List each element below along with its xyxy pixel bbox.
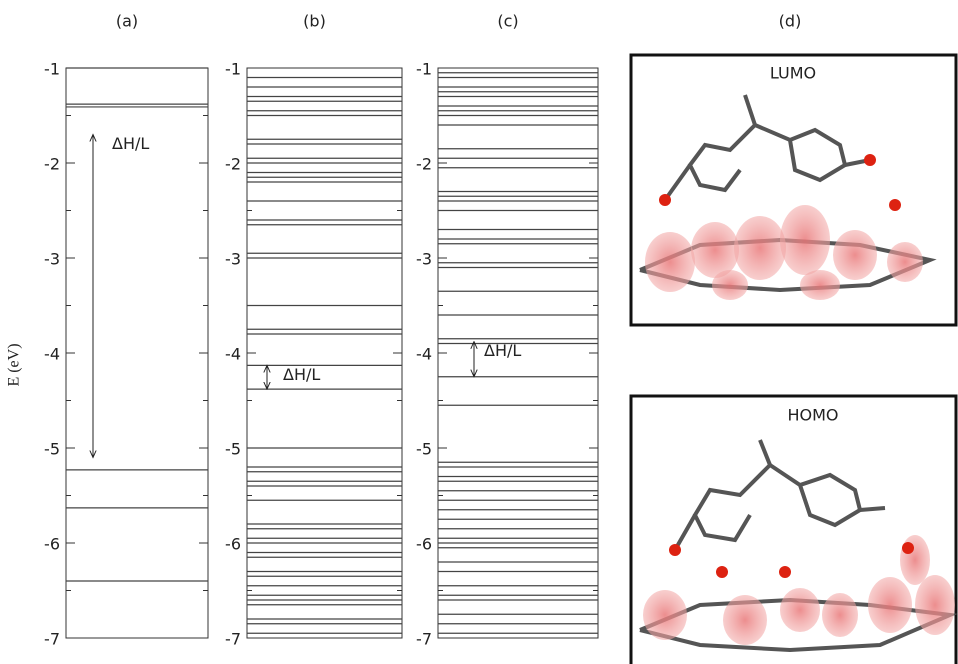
panel-title: (b) [303,12,326,31]
panel-title: (d) [779,12,802,31]
y-tick-label: -5 [44,440,60,459]
y-tick-label: -4 [225,345,241,364]
y-tick-label: -6 [416,535,432,554]
y-tick-label: -3 [416,250,432,269]
y-tick-label: -7 [44,630,60,649]
y-tick-label: -4 [44,345,60,364]
y-tick-label: -2 [416,155,432,174]
y-tick-label: -7 [225,630,241,649]
y-tick-label: -1 [225,60,241,79]
orbital-label: HOMO [787,406,838,425]
y-tick-label: -5 [225,440,241,459]
y-tick-label: -2 [44,155,60,174]
gap-label: ΔH/L [112,134,149,153]
figure: (d) LUMO HOMO (a)E (eV [0,0,958,664]
y-tick-label: -6 [225,535,241,554]
plot-frame [66,68,208,638]
orbital-label: LUMO [770,64,816,83]
gap-label: ΔH/L [283,365,320,384]
panel-title: (c) [497,12,518,31]
orbital-image: HOMO [631,396,956,664]
y-tick-label: -4 [416,345,432,364]
y-tick-label: -5 [416,440,432,459]
y-tick-label: -6 [44,535,60,554]
gap-label: ΔH/L [484,341,521,360]
y-tick-label: -1 [416,60,432,79]
y-tick-label: -3 [225,250,241,269]
y-axis-label: E (eV) [6,343,23,386]
orbital-image: LUMO [631,55,956,325]
panel-title: (a) [116,12,138,31]
y-tick-label: -2 [225,155,241,174]
y-tick-label: -7 [416,630,432,649]
y-tick-label: -3 [44,250,60,269]
y-tick-label: -1 [44,60,60,79]
